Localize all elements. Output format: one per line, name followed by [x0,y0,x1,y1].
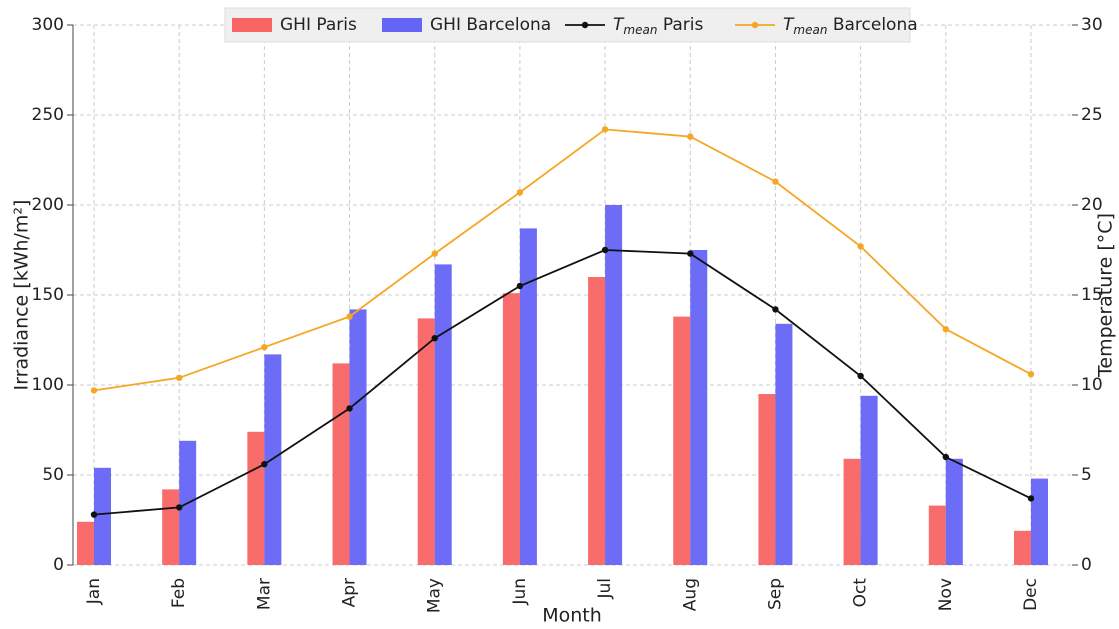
bar [843,458,861,565]
bar [519,228,537,565]
point [1027,495,1035,502]
bar [928,505,946,565]
x-tick-label: Sep [765,578,785,610]
line [93,128,1032,392]
y2-tick-label: 20 [1081,195,1103,215]
point [601,246,609,254]
point [90,511,98,518]
point [687,250,694,257]
bar [332,363,350,565]
y-tick-label: 50 [42,465,64,485]
point [431,335,438,342]
bar [775,323,793,565]
point [431,250,438,257]
y2-tick-label: 15 [1081,285,1103,305]
y2-tick-label: 0 [1081,555,1092,575]
line [93,249,1032,516]
x-tick-label: Apr [340,578,360,607]
bar [758,394,776,565]
point [687,133,694,140]
bar [94,467,111,565]
y-axis-label: Irradiance [kWh/m²] [11,200,33,391]
x-tick-label: Jun [510,578,530,606]
x-tick-label: Jul [595,578,615,600]
legend-swatch [232,18,272,32]
bar [588,277,606,565]
point [772,178,779,185]
point [601,126,609,133]
legend-label: GHI Paris [280,15,357,35]
legend: GHI Paris GHI Barcelona Tmean Paris Tmean B… [224,7,918,43]
legend-label: GHI Barcelona [430,15,551,35]
y2-tick-label: 10 [1081,375,1103,395]
point [346,313,353,320]
bar [690,250,708,565]
y2-tick-label: 25 [1081,105,1103,125]
legend-marker [581,21,589,29]
x-tick-label: Nov [936,578,956,611]
bar [860,395,878,565]
y2-axis-label: Temperature [°C] [1095,213,1117,378]
y2-tick-label: 5 [1081,465,1092,485]
legend-swatch [382,18,422,32]
point [857,243,864,250]
bar [1030,478,1048,565]
bar [434,264,452,565]
bar [77,521,94,565]
point [175,504,183,511]
bar [945,458,963,565]
point [261,461,268,468]
point [516,282,524,290]
point [857,372,864,380]
legend-marker [751,21,759,29]
x-axis-label: Month [542,605,602,626]
bar [605,205,623,565]
legend-label: Tmean Paris [613,15,703,37]
point [1027,371,1035,378]
bar [673,316,691,565]
y-tick-label: 100 [32,375,64,395]
x-tick-label: Oct [851,578,871,608]
y-tick-label: 300 [32,15,64,35]
point [516,189,524,196]
y-tick-label: 0 [53,555,64,575]
bar [247,431,265,565]
y-tick-label: 150 [32,285,64,305]
bar [502,293,520,565]
y-tick-label: 200 [32,195,64,215]
x-tick-label: Dec [1021,578,1041,611]
y2-tick-label: 30 [1081,15,1103,35]
point [175,374,183,381]
point [772,306,779,313]
y-tick-label: 250 [32,105,64,125]
x-tick-label: Mar [254,578,274,610]
x-tick-label: May [425,578,445,613]
point [942,326,949,333]
bar [162,489,180,565]
x-tick-label: Jan [84,578,104,605]
point [90,387,98,394]
bar [349,309,367,565]
bar [417,318,435,565]
x-tick-label: Feb [169,578,189,608]
point [942,453,949,461]
point [346,405,353,412]
x-tick-label: Aug [680,578,700,611]
legend-label: Tmean Barcelona [783,15,918,37]
bar [1013,530,1031,565]
point [261,344,268,351]
